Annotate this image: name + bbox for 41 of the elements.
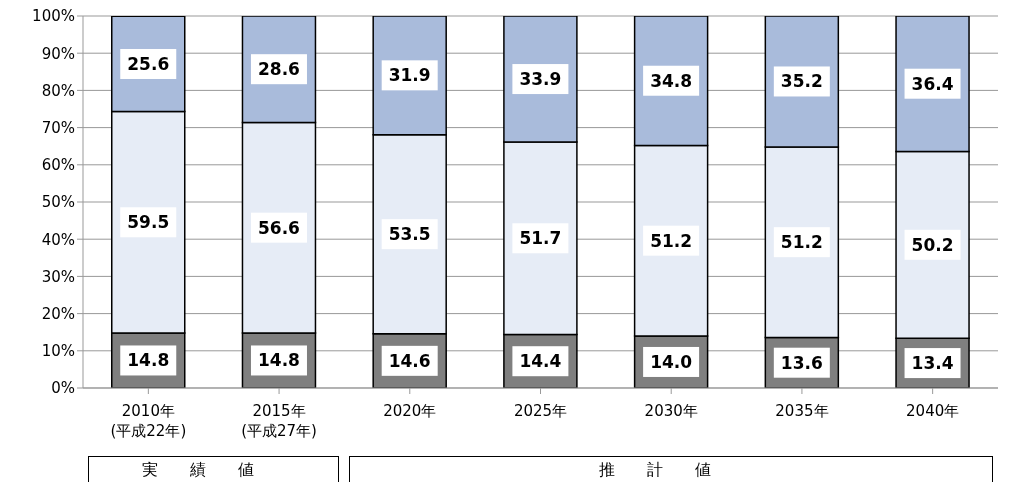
x-tick-label: 2025年	[513, 402, 568, 420]
y-tick-label: 70%	[41, 118, 75, 137]
data-label: 51.2	[780, 232, 823, 253]
data-label: 14.8	[257, 350, 300, 371]
data-label: 14.8	[127, 350, 170, 371]
data-label: 53.5	[388, 224, 431, 245]
x-tick-label: 2010年 (平成22年)	[110, 402, 187, 440]
data-label: 25.6	[127, 53, 170, 74]
data-label: 51.2	[650, 230, 693, 251]
data-label: 56.6	[257, 217, 300, 238]
label-box: 実績値	[88, 456, 340, 482]
x-tick-label: 2030年	[644, 402, 698, 420]
data-label: 51.7	[519, 228, 562, 249]
data-label: 14.0	[650, 351, 693, 372]
data-label: 50.2	[911, 234, 954, 255]
x-tick-label: 2020年	[383, 402, 437, 420]
data-label: 36.4	[911, 73, 954, 94]
data-label: 35.2	[780, 71, 823, 92]
data-label: 13.6	[780, 352, 823, 373]
data-label: 34.8	[650, 70, 693, 91]
y-tick-label: 90%	[41, 44, 75, 63]
data-label: 14.4	[519, 351, 562, 372]
data-label: 13.4	[911, 353, 954, 374]
y-tick-label: 10%	[41, 342, 75, 361]
x-tick-label: 2040年	[906, 402, 960, 420]
y-tick-label: 0%	[51, 379, 75, 398]
x-tick-label: 2015年 (平成27年)	[241, 402, 317, 440]
data-label: 31.9	[388, 65, 431, 86]
label-box: 推計値	[349, 456, 993, 482]
y-tick-label: 20%	[41, 304, 75, 323]
data-label: 59.5	[127, 212, 170, 233]
y-tick-label: 30%	[41, 267, 75, 286]
y-tick-label: 60%	[41, 156, 75, 175]
y-tick-label: 80%	[41, 81, 75, 100]
data-label: 33.9	[519, 69, 562, 90]
x-tick-label: 2035年	[775, 402, 829, 420]
y-tick-label: 50%	[41, 193, 75, 212]
y-tick-label: 40%	[41, 230, 75, 249]
y-tick-label: 100%	[32, 7, 75, 26]
data-label: 28.6	[257, 59, 300, 80]
data-label: 14.6	[388, 350, 431, 371]
